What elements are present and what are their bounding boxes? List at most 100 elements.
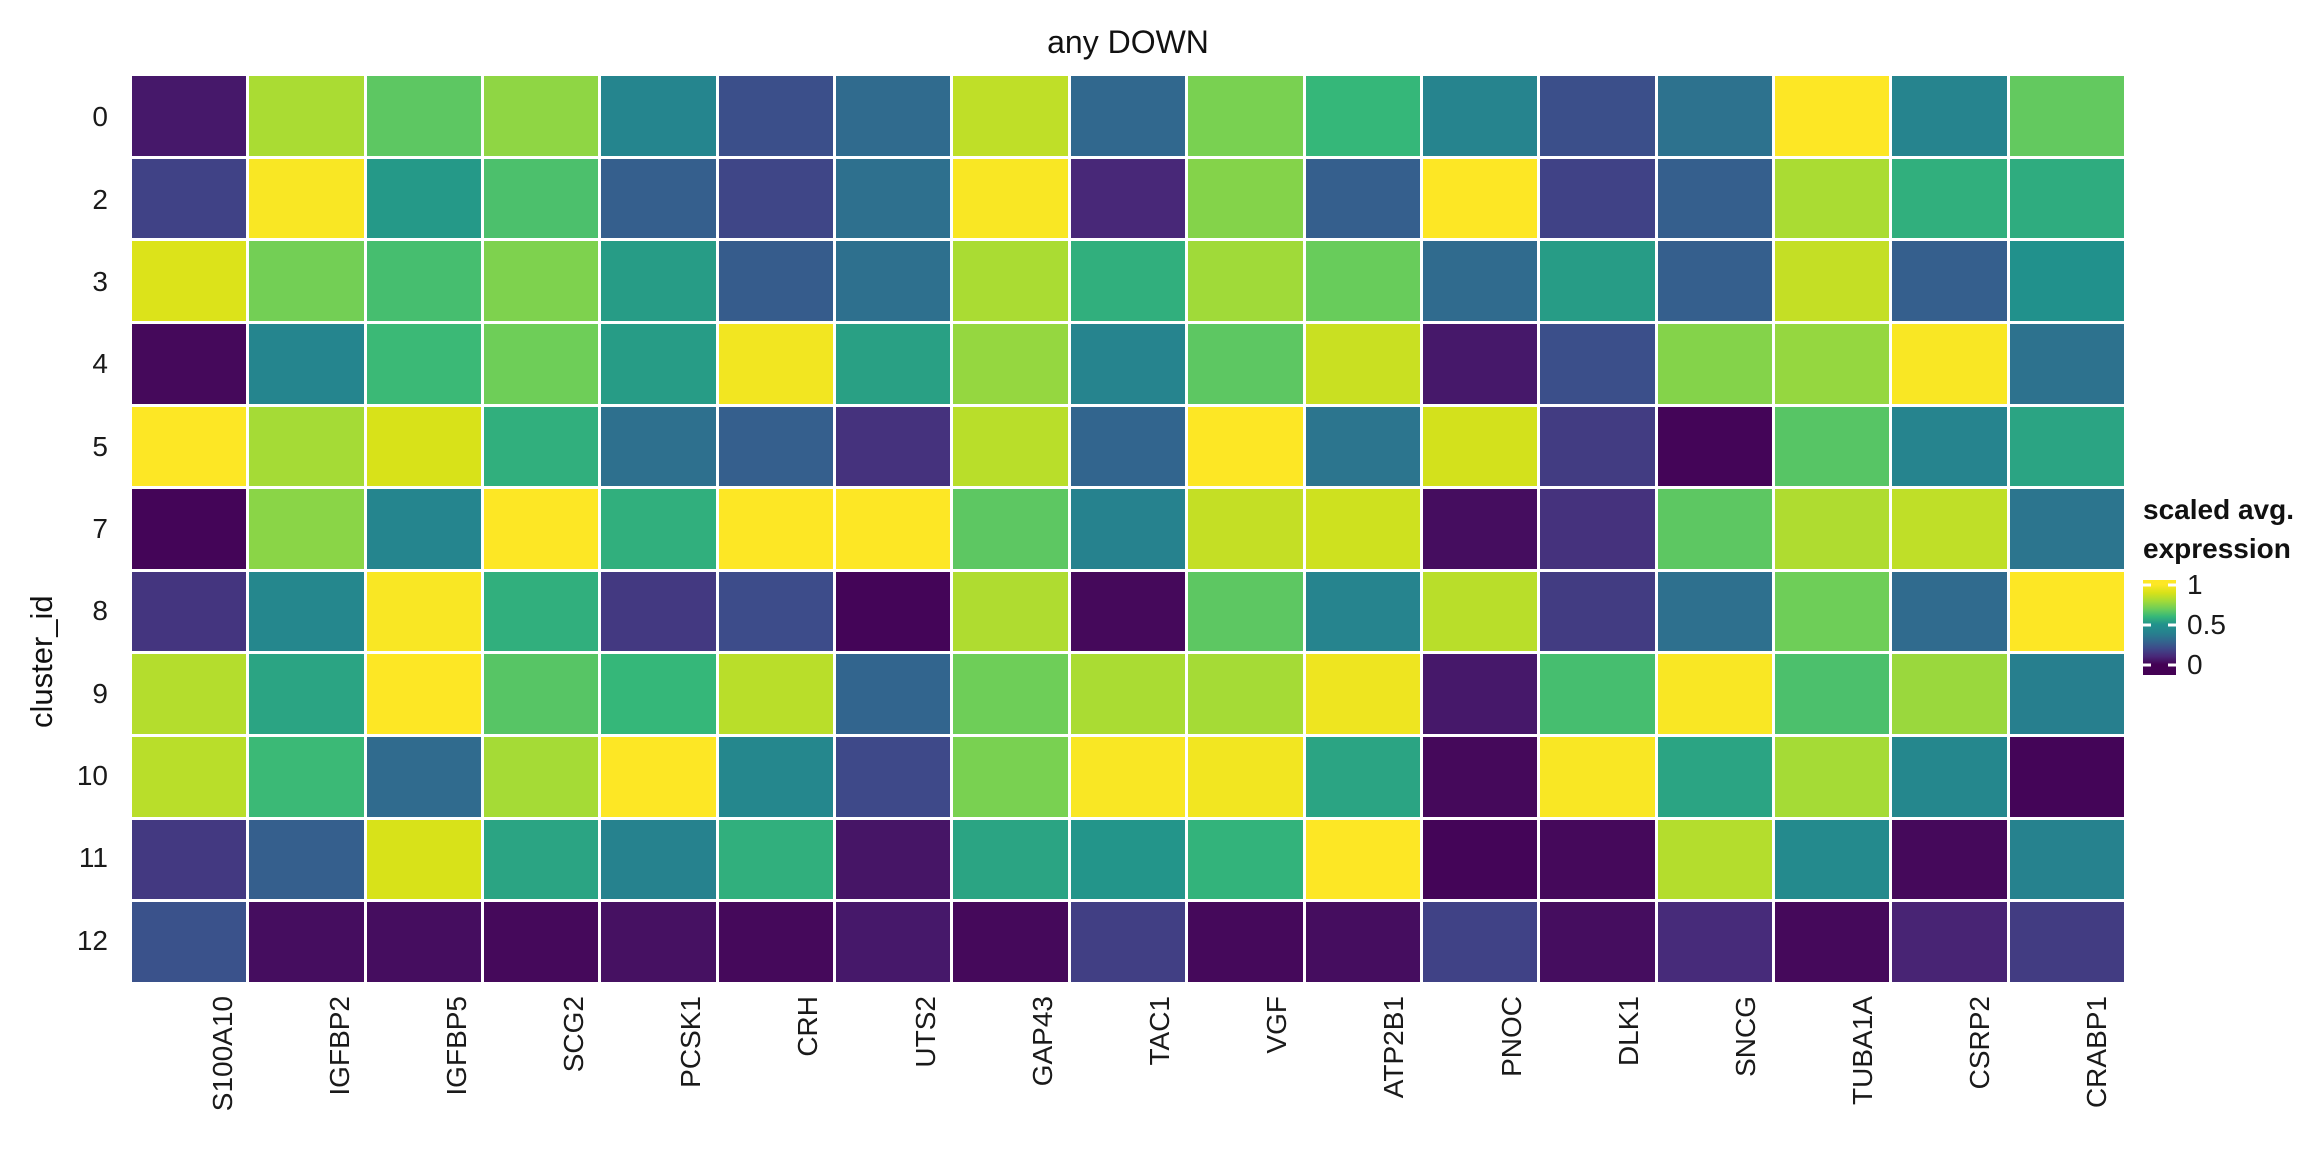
heatmap-cell xyxy=(1657,571,1772,652)
heatmap-cell xyxy=(1305,241,1420,321)
heatmap-cell xyxy=(249,76,364,156)
heatmap-cell xyxy=(1774,737,1890,817)
heatmap-cell xyxy=(1774,902,1890,982)
legend-title-line1: scaled avg. xyxy=(2143,494,2294,525)
heatmap-cell xyxy=(836,489,951,569)
heatmap-cell xyxy=(1188,737,1303,817)
heatmap-cell xyxy=(249,489,364,569)
heatmap-cell xyxy=(366,654,482,735)
heatmap-cell xyxy=(1188,158,1303,239)
heatmap-cell xyxy=(1188,902,1303,982)
heatmap-cell xyxy=(1540,737,1655,817)
x-tick-label: CRABP1 xyxy=(2081,996,2113,1109)
heatmap-cell xyxy=(249,654,364,735)
heatmap-cell xyxy=(366,241,482,321)
x-tick-label: UTS2 xyxy=(909,996,941,1068)
heatmap-cell xyxy=(484,158,599,239)
x-tick-label: GAP43 xyxy=(1026,996,1058,1087)
x-tick-label: VGF xyxy=(1261,996,1293,1054)
heatmap-cell xyxy=(953,158,1068,239)
legend-tick-mark xyxy=(2168,623,2176,627)
heatmap-cell xyxy=(1892,406,2007,487)
heatmap-cell xyxy=(601,902,716,982)
heatmap-cell xyxy=(1657,737,1772,817)
heatmap-cell xyxy=(836,819,951,900)
heatmap-cell xyxy=(836,158,951,239)
heatmap-cell xyxy=(953,76,1068,156)
x-tick-label: TAC1 xyxy=(1144,996,1175,1066)
heatmap-cell xyxy=(132,158,247,239)
heatmap-cell xyxy=(1657,323,1772,404)
heatmap-cell xyxy=(1540,819,1655,900)
heatmap-cell xyxy=(484,902,599,982)
heatmap-cell xyxy=(484,406,599,487)
y-tick-label: 7 xyxy=(92,513,108,544)
heatmap-cell xyxy=(249,819,364,900)
heatmap-cell xyxy=(484,737,599,817)
heatmap-cell xyxy=(1188,489,1303,569)
heatmap-cell xyxy=(836,406,951,487)
heatmap-cell xyxy=(1774,571,1890,652)
heatmap-cell xyxy=(1422,406,1538,487)
x-tick-label: IGFBP5 xyxy=(440,996,472,1096)
heatmap-cell xyxy=(953,241,1068,321)
y-tick-label: 10 xyxy=(76,760,108,792)
heatmap-cell xyxy=(484,323,599,404)
heatmap-cell xyxy=(1892,76,2007,156)
heatmap-cell xyxy=(132,902,247,982)
heatmap-cell xyxy=(1188,76,1303,156)
heatmap-cell xyxy=(366,323,482,404)
heatmap-cell xyxy=(953,406,1068,487)
heatmap-cell xyxy=(1892,158,2007,239)
heatmap-cell xyxy=(2009,819,2124,900)
heatmap-cell xyxy=(601,571,716,652)
heatmap-cell xyxy=(366,76,482,156)
heatmap-cell xyxy=(1774,241,1890,321)
heatmap-cell xyxy=(1070,819,1186,900)
heatmap-cell xyxy=(132,819,247,900)
heatmap-cell xyxy=(1657,76,1772,156)
heatmap-cell xyxy=(366,489,482,569)
heatmap-cell xyxy=(836,571,951,652)
heatmap-cell xyxy=(1188,241,1303,321)
heatmap-cell xyxy=(1892,489,2007,569)
heatmap-cell xyxy=(1070,571,1186,652)
y-tick-label: 11 xyxy=(78,842,108,874)
heatmap-cell xyxy=(1305,737,1420,817)
heatmap-cell xyxy=(1070,737,1186,817)
heatmap-cell xyxy=(1070,323,1186,404)
heatmap-cell xyxy=(718,654,834,735)
heatmap-cell xyxy=(132,241,247,321)
heatmap-cell xyxy=(132,571,247,652)
y-tick-label: 4 xyxy=(92,348,108,380)
legend-tick-label: 0.5 xyxy=(2187,608,2226,640)
x-tick-label: S100A10 xyxy=(206,996,238,1112)
heatmap-cell xyxy=(1774,323,1890,404)
x-tick-label: PCSK1 xyxy=(675,996,707,1088)
heatmap-cell xyxy=(2009,902,2124,982)
heatmap-cell xyxy=(1422,323,1538,404)
heatmap-cell xyxy=(1774,406,1890,487)
heatmap-cell xyxy=(249,571,364,652)
heatmap-cell xyxy=(718,489,834,569)
heatmap-cell xyxy=(601,241,716,321)
heatmap-cell xyxy=(2009,323,2124,404)
heatmap-cell xyxy=(2009,571,2124,652)
heatmap-cell xyxy=(718,819,834,900)
heatmap-cell xyxy=(366,571,482,652)
heatmap-panel xyxy=(132,76,2124,982)
heatmap-cell xyxy=(484,571,599,652)
legend-tick-label: 1 xyxy=(2187,568,2203,600)
heatmap-cell xyxy=(601,76,716,156)
heatmap-cell xyxy=(1305,158,1420,239)
x-tick-label: DLK1 xyxy=(1612,996,1644,1067)
y-tick-label: 2 xyxy=(92,183,108,215)
legend-tick-mark xyxy=(2143,583,2151,587)
heatmap-cell xyxy=(366,158,482,239)
heatmap-cell xyxy=(1422,654,1538,735)
heatmap-cell xyxy=(1422,241,1538,321)
heatmap-cell xyxy=(1774,489,1890,569)
legend-tick-mark xyxy=(2168,583,2176,587)
heatmap-cell xyxy=(249,323,364,404)
